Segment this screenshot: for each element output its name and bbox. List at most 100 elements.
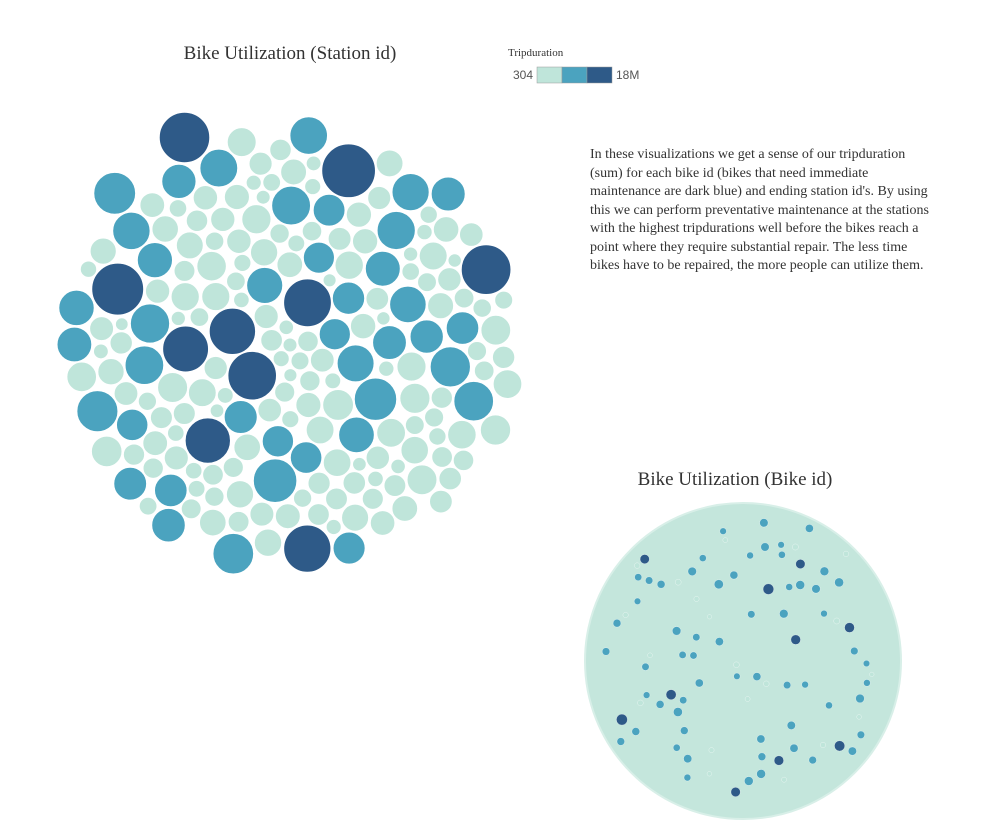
bubble <box>406 464 438 496</box>
bubble <box>730 787 741 797</box>
bubble <box>275 503 301 529</box>
bubble <box>274 381 296 403</box>
bubble <box>820 742 826 748</box>
bubble <box>276 251 303 278</box>
bubble <box>188 378 217 407</box>
bubble <box>210 206 236 232</box>
station-bubbles <box>56 111 523 575</box>
bubble <box>733 661 740 668</box>
bubble <box>260 329 283 352</box>
bubble <box>290 351 310 371</box>
bubble <box>693 596 700 602</box>
bubble <box>305 415 335 445</box>
bubble <box>217 387 234 404</box>
bubble <box>447 253 462 268</box>
bubble <box>205 231 225 251</box>
bubble <box>634 573 642 581</box>
bubble <box>447 420 477 450</box>
bubble <box>675 579 682 586</box>
bubble <box>369 510 396 536</box>
bubble <box>223 400 258 434</box>
bubble <box>226 271 246 291</box>
bubble <box>428 427 447 446</box>
bubble <box>257 397 282 423</box>
bubble <box>834 577 844 588</box>
bubble <box>321 143 376 198</box>
bubble <box>176 231 204 260</box>
bubble <box>138 496 158 516</box>
bubble <box>56 326 93 363</box>
bubble <box>233 433 261 461</box>
bubble <box>91 435 123 467</box>
bubble <box>819 566 829 576</box>
bubble <box>303 241 335 274</box>
bubble <box>833 617 840 625</box>
bubble <box>187 480 206 498</box>
bubble <box>429 346 471 388</box>
bubble <box>246 267 284 304</box>
bubble <box>350 313 377 340</box>
description: In these visualizations we get a sense o… <box>590 147 929 273</box>
bubble <box>389 285 427 323</box>
bubble <box>58 289 95 326</box>
bubble <box>249 501 275 527</box>
legend-min-label: 304 <box>513 68 533 82</box>
bubble <box>430 176 466 212</box>
bubble <box>310 347 335 373</box>
bubble <box>431 446 453 468</box>
bubble <box>785 583 793 591</box>
bubble <box>301 221 323 242</box>
bubble <box>863 660 870 667</box>
bubble <box>643 691 651 699</box>
bubble <box>241 204 272 235</box>
bubble <box>376 211 416 250</box>
bubble <box>786 721 796 730</box>
bubble <box>163 445 189 471</box>
bubble <box>634 597 641 605</box>
legend-swatch <box>561 66 588 84</box>
bubble <box>844 622 855 633</box>
bubble <box>763 680 770 687</box>
bubble <box>424 407 444 428</box>
bubble <box>289 441 323 474</box>
bubble <box>843 550 849 557</box>
bubble <box>212 533 254 575</box>
bubble <box>115 317 129 331</box>
bubble <box>834 740 845 752</box>
bubble <box>417 272 437 292</box>
bubble <box>208 307 256 355</box>
bubble <box>631 727 640 736</box>
bubble <box>795 559 806 569</box>
bubble <box>848 746 857 756</box>
bubble <box>124 345 165 385</box>
bubble <box>136 242 173 279</box>
bubble <box>352 457 367 472</box>
bubble <box>93 172 136 215</box>
bubble <box>199 508 227 537</box>
bubble <box>192 185 218 211</box>
bubble <box>673 707 683 717</box>
bubble <box>679 696 687 704</box>
bubble <box>299 370 321 392</box>
bubble <box>622 612 629 618</box>
legend-max-label: 18M <box>616 68 639 82</box>
bubble <box>376 311 391 326</box>
bubble <box>430 386 453 409</box>
bubble <box>341 503 369 532</box>
bubble <box>226 127 257 157</box>
bubble <box>467 341 487 361</box>
bubble <box>365 287 389 311</box>
bubble <box>820 610 828 618</box>
bubble <box>325 487 348 511</box>
bubble <box>680 726 689 735</box>
bubble <box>170 282 200 312</box>
bubble <box>287 234 306 253</box>
bubble <box>248 151 273 176</box>
bubble <box>756 769 766 779</box>
bubble <box>673 744 681 752</box>
bubble <box>282 337 298 353</box>
bubble <box>222 457 244 478</box>
bubble <box>492 369 523 399</box>
bubble <box>665 689 677 700</box>
